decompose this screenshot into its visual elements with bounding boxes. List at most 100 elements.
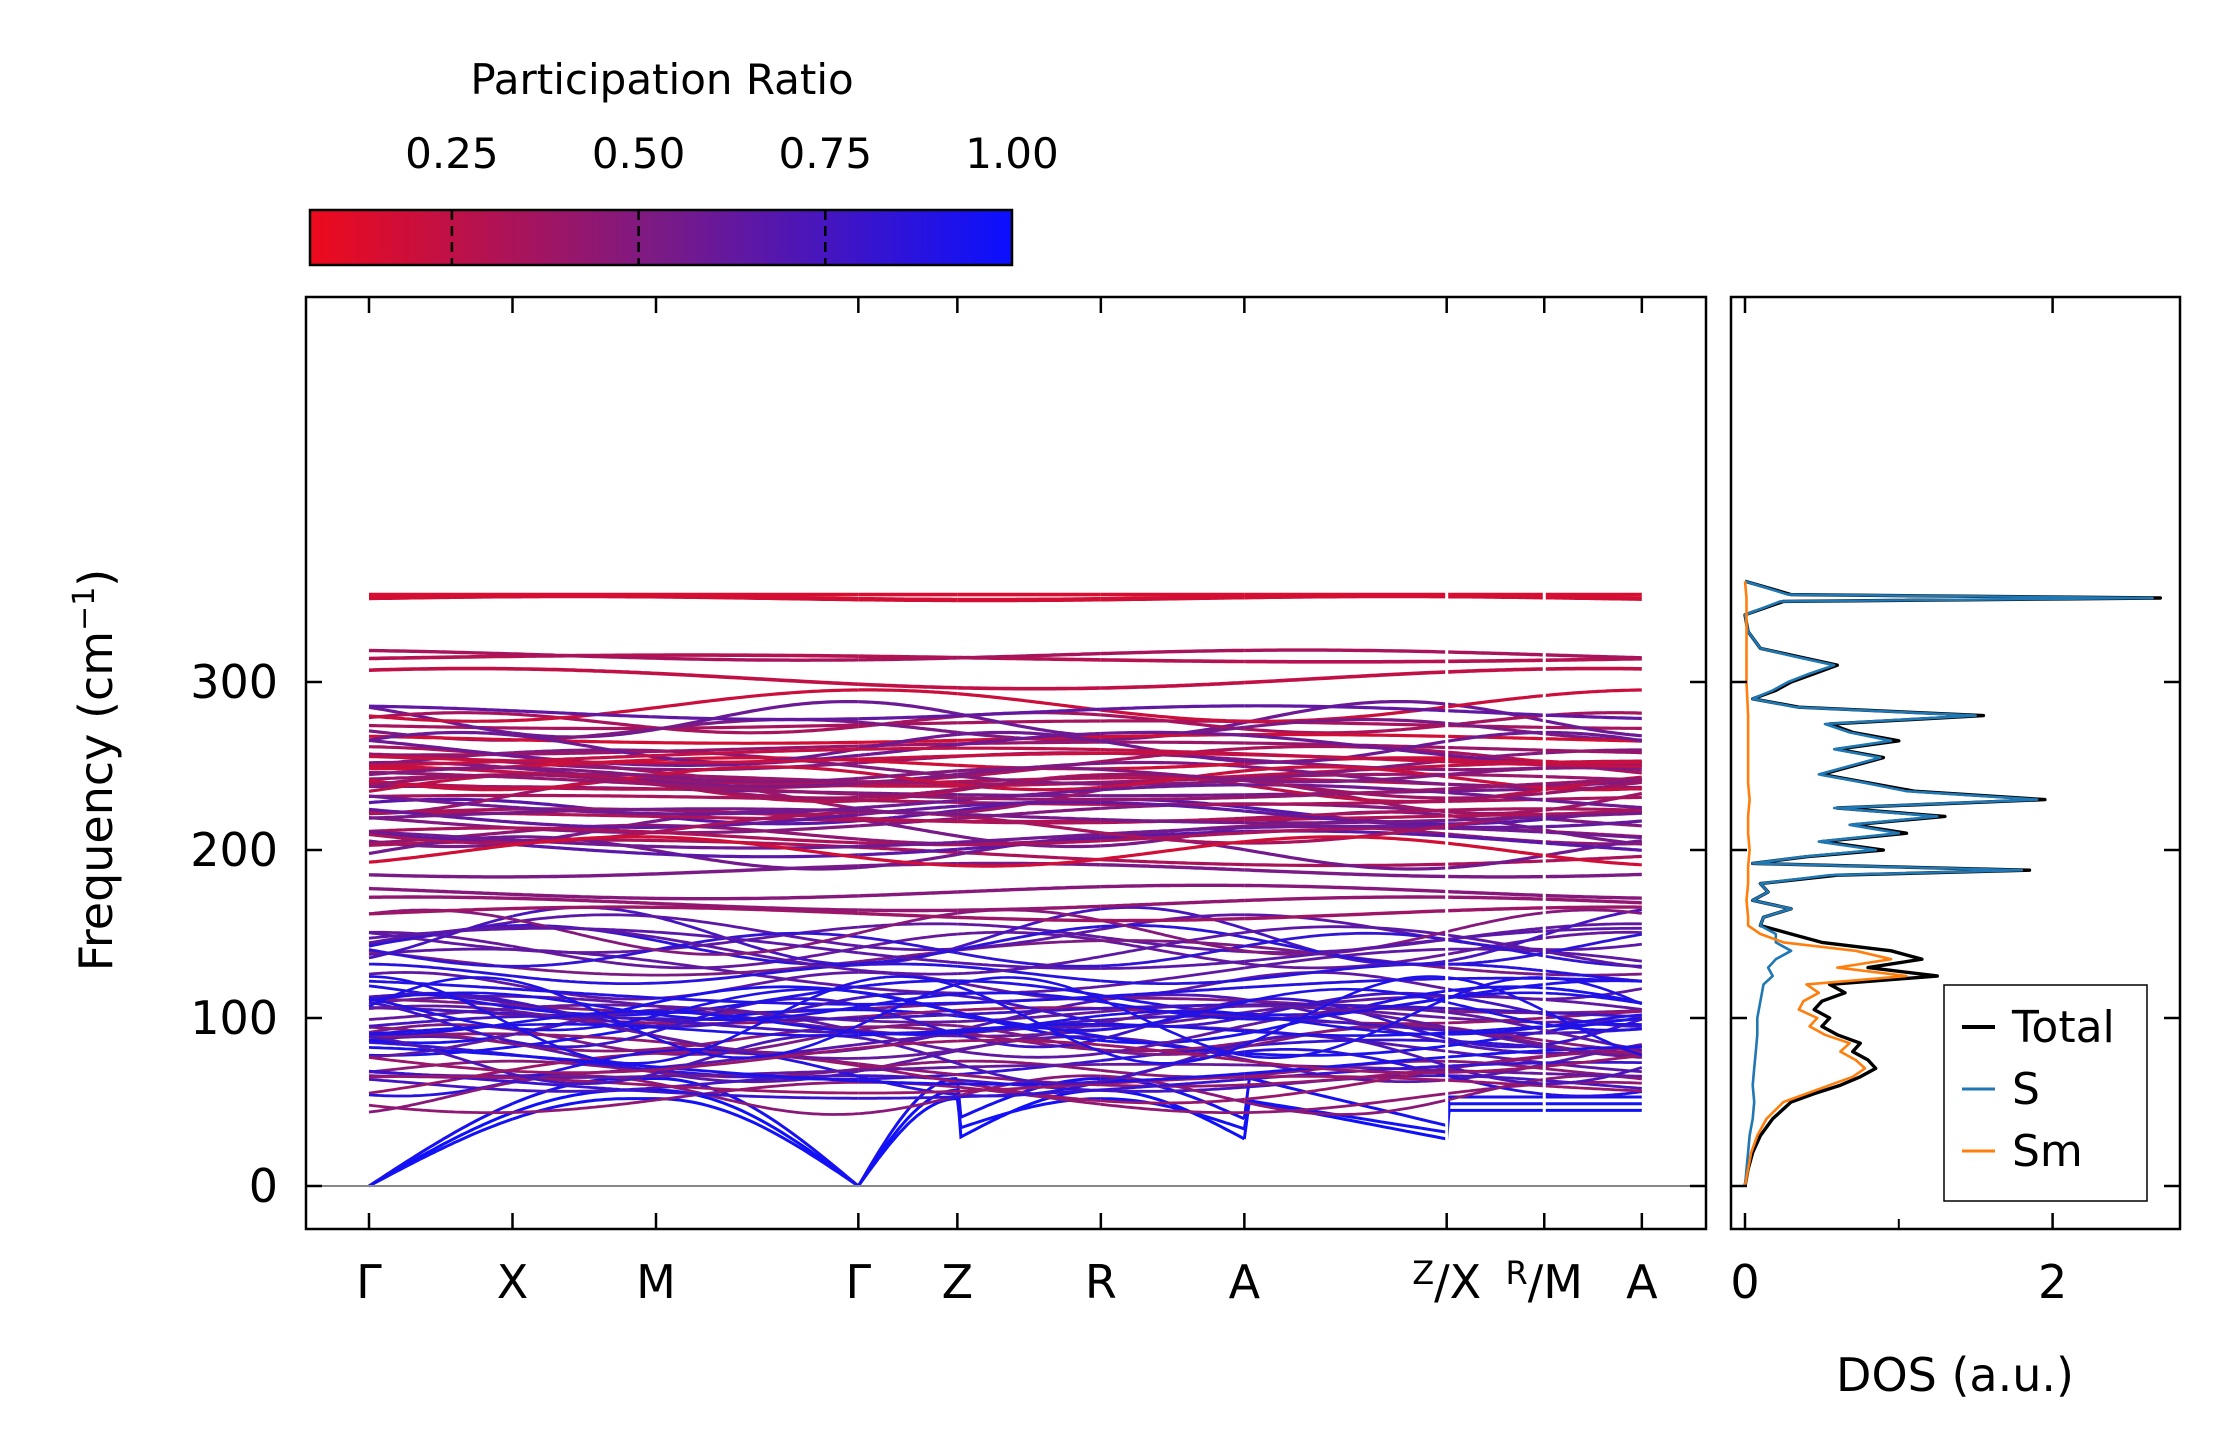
band-line bbox=[1100, 1097, 1245, 1131]
band-line bbox=[512, 892, 657, 901]
band-line bbox=[655, 1090, 859, 1100]
band-line bbox=[1244, 977, 1447, 989]
band-line bbox=[957, 1007, 1101, 1016]
band-line bbox=[957, 719, 1101, 725]
band-line bbox=[368, 773, 513, 787]
band-line bbox=[512, 753, 657, 763]
band-line bbox=[1244, 752, 1447, 764]
band-line bbox=[1446, 976, 1545, 1000]
band-line bbox=[1100, 769, 1245, 789]
band-line bbox=[1244, 1003, 1447, 1010]
band-line bbox=[512, 793, 657, 799]
band-line bbox=[1446, 1065, 1545, 1074]
band-line bbox=[1446, 815, 1545, 822]
band-line bbox=[1544, 594, 1642, 601]
band-line bbox=[1100, 1078, 1245, 1092]
band-line bbox=[512, 706, 657, 723]
band-line bbox=[655, 779, 859, 788]
k-tick-label: M bbox=[636, 1255, 676, 1309]
band-line bbox=[1446, 1025, 1545, 1036]
band-line bbox=[1244, 909, 1447, 921]
band-line bbox=[858, 798, 958, 810]
band-line bbox=[957, 1088, 1101, 1099]
band-line bbox=[1544, 932, 1643, 955]
band-lines bbox=[368, 300, 1643, 1188]
band-line bbox=[655, 1077, 860, 1188]
band-line bbox=[858, 1095, 958, 1100]
band-line bbox=[512, 1080, 657, 1094]
band-line bbox=[368, 1102, 514, 1188]
band-line bbox=[1544, 897, 1642, 905]
band-line bbox=[512, 1023, 657, 1029]
band-line bbox=[1244, 814, 1447, 822]
band-line bbox=[1100, 1000, 1245, 1031]
band-line bbox=[1100, 1003, 1245, 1010]
band-line bbox=[1446, 951, 1545, 966]
band-line bbox=[1244, 1059, 1447, 1075]
band-line bbox=[368, 948, 513, 968]
band-line bbox=[858, 818, 958, 838]
band-line bbox=[1544, 780, 1642, 795]
band-line bbox=[512, 826, 657, 834]
band-line bbox=[512, 948, 657, 954]
colorbar: Participation Ratio 0.25 0.50 0.75 1.00 bbox=[308, 55, 1059, 267]
band-line bbox=[858, 1008, 958, 1019]
band-line bbox=[1446, 812, 1545, 818]
band-line bbox=[1544, 798, 1642, 810]
band-line bbox=[1544, 1054, 1642, 1068]
band-line bbox=[858, 1079, 958, 1086]
band-line bbox=[368, 766, 513, 777]
band-line bbox=[858, 1064, 958, 1084]
band-line bbox=[368, 1033, 513, 1059]
band-line bbox=[1243, 700, 1447, 725]
band-line bbox=[512, 913, 657, 924]
band-line bbox=[512, 842, 657, 856]
band-line bbox=[1544, 908, 1642, 915]
band-line bbox=[1446, 933, 1545, 963]
band-line bbox=[1100, 1102, 1245, 1114]
band-line bbox=[1100, 800, 1245, 813]
band-line bbox=[957, 814, 1101, 835]
band-line bbox=[858, 792, 958, 800]
band-line bbox=[655, 1024, 859, 1059]
band-line bbox=[1544, 930, 1642, 940]
band-line bbox=[1446, 1036, 1545, 1049]
band-line bbox=[1100, 658, 1245, 664]
band-line bbox=[512, 738, 656, 745]
y-tick-label: 100 bbox=[190, 991, 278, 1045]
band-line bbox=[512, 820, 657, 829]
band-line bbox=[655, 1074, 859, 1090]
band-line bbox=[1100, 1043, 1245, 1063]
band-line bbox=[1100, 1097, 1245, 1105]
band-line bbox=[655, 1010, 859, 1034]
band-line bbox=[512, 966, 656, 977]
band-line bbox=[1244, 799, 1447, 806]
band-line bbox=[655, 931, 859, 956]
band-line bbox=[957, 904, 1101, 912]
band-line bbox=[1544, 1066, 1643, 1085]
band-line bbox=[655, 930, 859, 955]
band-line bbox=[368, 997, 513, 1030]
colorbar-ticks: 0.25 0.50 0.75 1.00 bbox=[405, 129, 1059, 265]
band-line bbox=[368, 754, 513, 763]
band-line bbox=[512, 709, 657, 719]
band-line bbox=[512, 905, 656, 911]
band-line bbox=[1446, 650, 1545, 657]
band-line bbox=[857, 983, 958, 1027]
band-line bbox=[512, 773, 657, 787]
band-line bbox=[857, 975, 958, 988]
band-line bbox=[858, 596, 958, 603]
band-line bbox=[1244, 987, 1447, 1004]
band-line bbox=[857, 1003, 958, 1036]
band-line bbox=[369, 759, 513, 767]
k-tick-label: Γ bbox=[846, 1255, 872, 1309]
band-line bbox=[1100, 831, 1245, 843]
band-line bbox=[1544, 922, 1642, 930]
band-line bbox=[655, 810, 859, 834]
band-line bbox=[1446, 787, 1545, 793]
band-line bbox=[1100, 1023, 1245, 1033]
band-line bbox=[655, 794, 859, 802]
band-line bbox=[1244, 759, 1447, 782]
band-line bbox=[1544, 979, 1642, 986]
